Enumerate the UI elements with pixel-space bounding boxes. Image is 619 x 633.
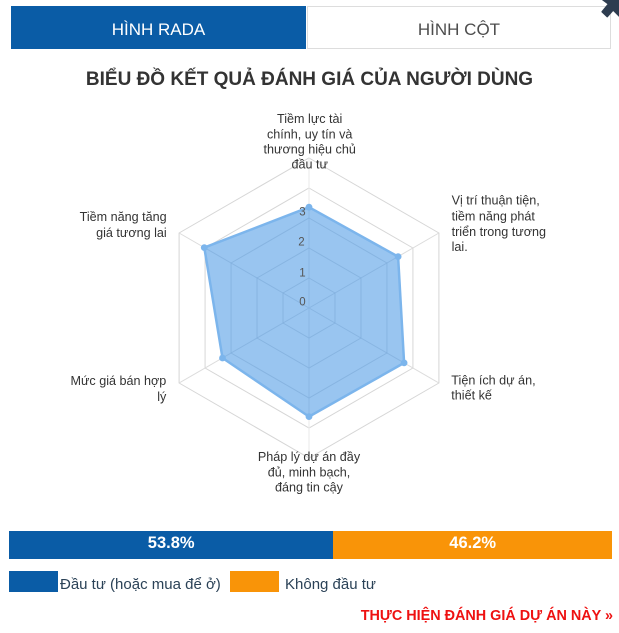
svg-text:Pháp lý dự án đầy: Pháp lý dự án đầy [258, 450, 361, 464]
svg-text:lý: lý [157, 390, 167, 404]
svg-text:thiết kế: thiết kế [451, 389, 492, 403]
svg-text:thương hiệu chủ: thương hiệu chủ [264, 143, 356, 157]
svg-text:Tiềm lực tài: Tiềm lực tài [277, 112, 342, 126]
svg-text:Tiềm năng tăng: Tiềm năng tăng [80, 210, 167, 224]
svg-text:chính, uy tín và: chính, uy tín và [267, 127, 352, 141]
svg-text:1: 1 [299, 268, 305, 280]
svg-text:lai.: lai. [452, 240, 468, 254]
svg-text:0: 0 [299, 297, 305, 309]
svg-text:Mức giá bán hợp: Mức giá bán hợp [70, 374, 166, 388]
svg-text:đủ, minh bạch,: đủ, minh bạch, [268, 465, 351, 479]
svg-text:tiềm năng phát: tiềm năng phát [452, 209, 536, 223]
svg-text:Tiện ích dự án,: Tiện ích dự án, [451, 373, 535, 387]
svg-text:2: 2 [298, 237, 304, 249]
svg-text:đầu tư: đầu tư [291, 158, 328, 172]
svg-text:3: 3 [299, 207, 305, 219]
svg-text:Vị trí thuận tiện,: Vị trí thuận tiện, [452, 194, 540, 208]
svg-text:giá tương lai: giá tương lai [96, 226, 167, 240]
svg-text:triển trong tương: triển trong tương [452, 225, 546, 239]
svg-text:đáng tin cậy: đáng tin cậy [275, 481, 344, 495]
